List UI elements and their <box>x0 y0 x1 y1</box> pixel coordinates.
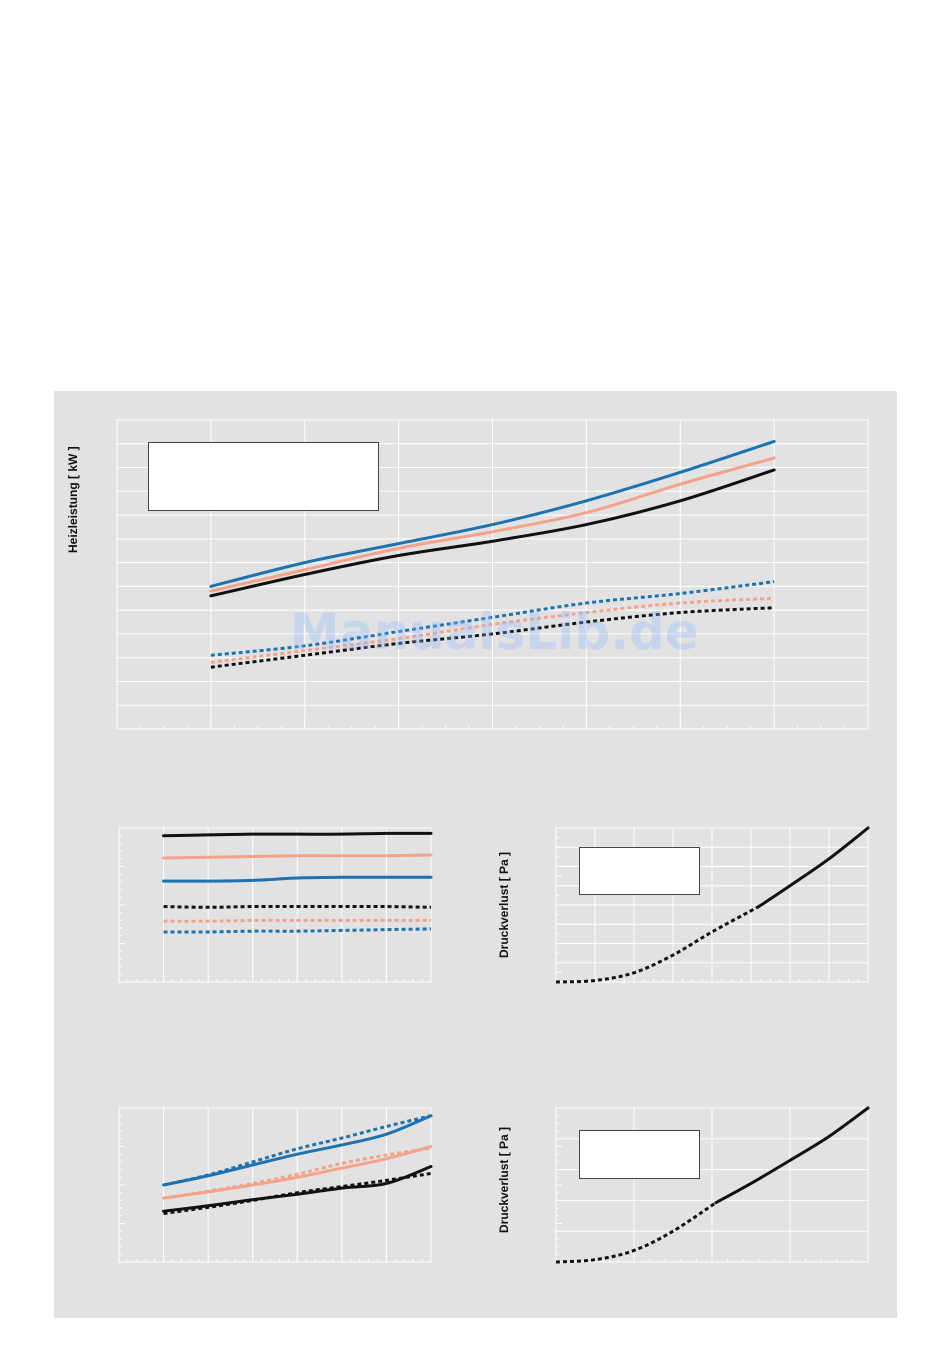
series-line-blue-dashed <box>163 927 432 934</box>
series-line-blue-dashed <box>163 1114 432 1187</box>
series-line-black-dashed <box>163 904 432 909</box>
y-axis-label-heizleistung: Heizleistung [ kW ] <box>66 446 80 553</box>
series-line-blue-solid <box>209 439 776 588</box>
series-line-black-solid <box>209 468 776 598</box>
legend-box-druckverlust-2 <box>579 1130 700 1179</box>
series-line-blue-dashed <box>210 580 775 657</box>
series-line-salmon-dashed <box>163 918 431 923</box>
series-line-black-dashed <box>210 606 775 669</box>
mid-left-chart <box>118 827 433 983</box>
series-line-salmon-solid <box>209 456 776 593</box>
series-line-black-solid <box>757 826 870 909</box>
series-line-salmon-dashed <box>210 596 775 664</box>
series-line-black-dashed <box>555 1201 717 1264</box>
bottom-left-chart <box>118 1107 433 1263</box>
druckverlust-chart-2 <box>555 1106 870 1264</box>
series-line-salmon-solid <box>162 853 433 860</box>
y-axis-label-druckverlust-1: Druckverlust [ Pa ] <box>497 851 511 958</box>
grid <box>555 1107 869 1263</box>
series-line-black-solid <box>714 1106 870 1205</box>
grid <box>118 827 432 983</box>
series-line-salmon-dashed <box>163 1146 432 1200</box>
series-line-black-dashed <box>555 905 760 984</box>
legend-box-druckverlust-1 <box>579 847 700 895</box>
series-line-black-dashed <box>163 1171 432 1215</box>
series-line-blue-solid <box>162 875 433 883</box>
plot-frame <box>118 827 432 983</box>
y-axis-label-druckverlust-2: Druckverlust [ Pa ] <box>497 1126 511 1233</box>
chart-panel <box>54 391 897 1318</box>
series-line-black-solid <box>162 1165 433 1213</box>
series-line-black-solid <box>162 831 433 838</box>
legend-box-main <box>148 442 379 511</box>
